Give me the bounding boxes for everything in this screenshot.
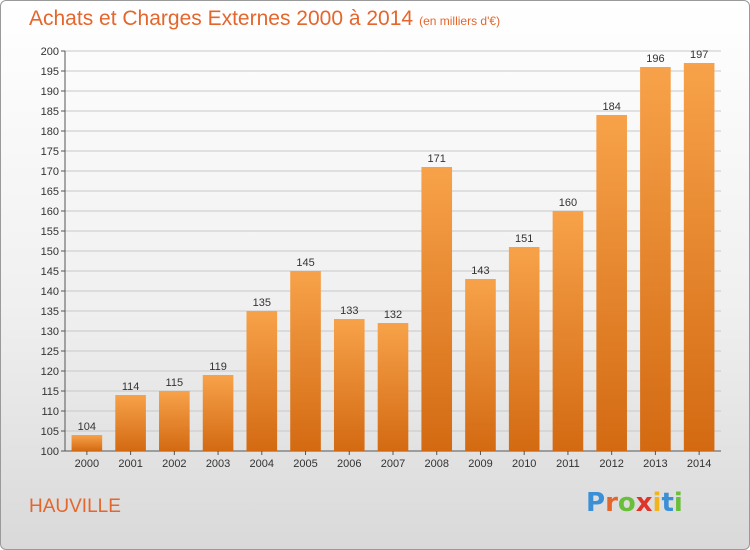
bar-2014 bbox=[683, 63, 715, 451]
chart-title-text: Achats et Charges Externes 2000 à 2014 bbox=[29, 7, 414, 30]
x-tick-label-2012: 2012 bbox=[599, 458, 623, 470]
y-tick-label: 140 bbox=[41, 286, 59, 298]
bar-2002 bbox=[159, 391, 190, 451]
y-tick-label: 145 bbox=[41, 266, 59, 278]
x-tick-label-2001: 2001 bbox=[118, 458, 142, 470]
y-tick-label: 165 bbox=[41, 186, 59, 198]
chart-title: Achats et Charges Externes 2000 à 2014 (e… bbox=[29, 7, 500, 31]
y-tick-label: 175 bbox=[41, 146, 59, 158]
bar-2009 bbox=[465, 279, 496, 451]
data-label-2002: 115 bbox=[166, 377, 184, 389]
y-tick-label: 130 bbox=[41, 326, 59, 338]
x-tick-label-2010: 2010 bbox=[512, 458, 536, 470]
y-tick-label: 135 bbox=[41, 306, 59, 318]
x-tick-label-2008: 2008 bbox=[424, 458, 448, 470]
bar-2010 bbox=[508, 247, 540, 451]
data-label-2014: 197 bbox=[690, 49, 708, 61]
bar-2011 bbox=[552, 211, 584, 451]
bar-2007 bbox=[377, 323, 409, 451]
y-tick-label: 190 bbox=[41, 86, 59, 98]
axes: 1001051101151201251301351401451501551601… bbox=[41, 46, 721, 470]
x-tick-label-2004: 2004 bbox=[250, 458, 274, 470]
y-tick-label: 155 bbox=[41, 226, 59, 238]
bar-2012 bbox=[596, 115, 627, 451]
data-label-2003: 119 bbox=[209, 361, 227, 373]
bar-2005 bbox=[290, 271, 321, 451]
y-tick-label: 120 bbox=[41, 366, 59, 378]
x-tick-label-2011: 2011 bbox=[556, 458, 580, 470]
x-tick-label-2007: 2007 bbox=[381, 458, 405, 470]
y-tick-label: 125 bbox=[41, 346, 59, 358]
data-label-2013: 196 bbox=[646, 53, 664, 65]
bar-2013 bbox=[640, 67, 671, 451]
y-tick-label: 115 bbox=[41, 386, 59, 398]
x-tick-label-2000: 2000 bbox=[75, 458, 99, 470]
y-tick-label: 180 bbox=[41, 126, 59, 138]
data-label-2001: 114 bbox=[122, 381, 140, 393]
bar-2008 bbox=[421, 167, 453, 451]
y-tick-label: 200 bbox=[41, 46, 59, 58]
data-label-2012: 184 bbox=[602, 101, 620, 113]
data-label-2009: 143 bbox=[471, 265, 489, 277]
y-tick-label: 170 bbox=[41, 166, 59, 178]
y-tick-label: 160 bbox=[41, 206, 59, 218]
data-label-2000: 104 bbox=[78, 421, 96, 433]
bar-2003 bbox=[202, 375, 234, 451]
x-tick-label-2002: 2002 bbox=[162, 458, 186, 470]
data-label-2008: 171 bbox=[428, 153, 446, 165]
x-tick-label-2014: 2014 bbox=[687, 458, 711, 470]
y-tick-label: 195 bbox=[41, 66, 59, 78]
data-label-2005: 145 bbox=[296, 257, 314, 269]
x-tick-label-2005: 2005 bbox=[293, 458, 317, 470]
commune-name: HAUVILLE bbox=[29, 496, 121, 517]
x-tick-label-2013: 2013 bbox=[643, 458, 667, 470]
data-label-2007: 132 bbox=[384, 309, 402, 321]
chart-unit: (en milliers d'€) bbox=[419, 14, 501, 28]
data-label-2011: 160 bbox=[559, 197, 577, 209]
y-tick-label: 185 bbox=[41, 106, 59, 118]
x-tick-label-2009: 2009 bbox=[468, 458, 492, 470]
bar-2000 bbox=[71, 435, 103, 451]
bar-2001 bbox=[115, 395, 146, 451]
data-label-2004: 135 bbox=[253, 297, 271, 309]
data-labels: 104 114 115 119 135 145 133 132 171 143 151 160 184 1… bbox=[78, 49, 709, 433]
x-tick-label-2003: 2003 bbox=[206, 458, 230, 470]
y-tick-label: 105 bbox=[41, 426, 59, 438]
bar-2006 bbox=[333, 319, 365, 451]
proxiti-logo[interactable]: Proxiti bbox=[586, 488, 683, 518]
y-tick-label: 110 bbox=[41, 406, 59, 418]
y-tick-label: 100 bbox=[41, 446, 59, 458]
data-label-2010: 151 bbox=[515, 233, 533, 245]
data-label-2006: 133 bbox=[340, 305, 358, 317]
x-tick-label-2006: 2006 bbox=[337, 458, 361, 470]
y-tick-label: 150 bbox=[41, 246, 59, 258]
bar-2004 bbox=[246, 311, 278, 451]
bars bbox=[71, 63, 715, 451]
